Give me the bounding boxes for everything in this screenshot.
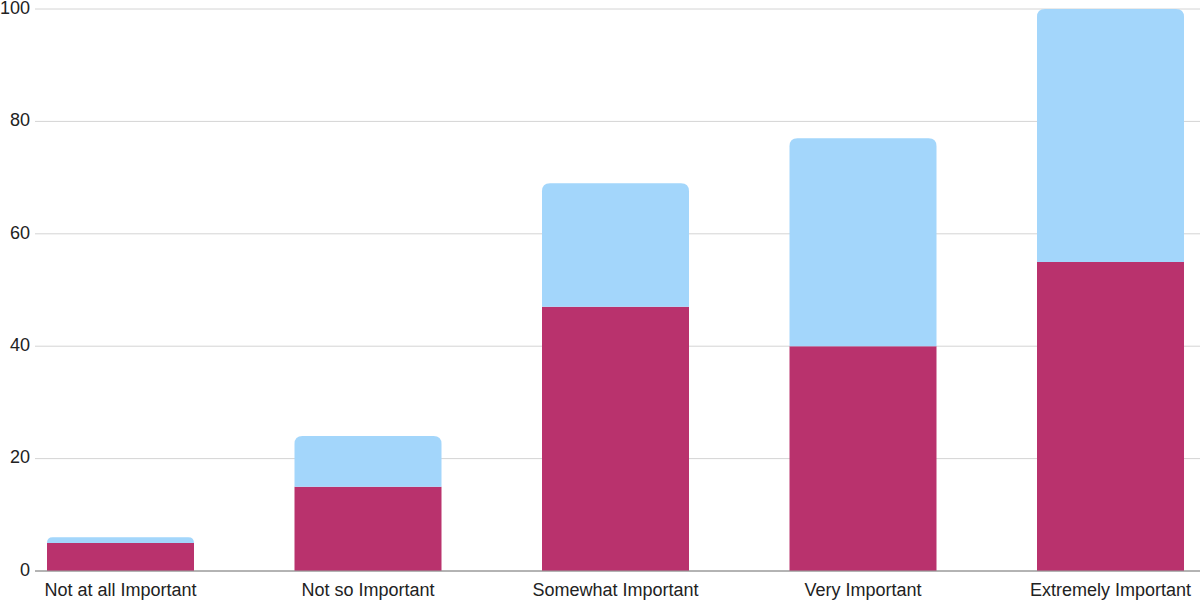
y-tick-label: 0 <box>20 560 30 580</box>
bar-segment <box>542 307 689 571</box>
y-tick-label: 40 <box>10 335 30 355</box>
y-tick-label: 20 <box>10 447 30 467</box>
grid-line <box>35 121 1200 122</box>
bar-segment <box>1037 262 1184 571</box>
bar-segment <box>295 436 442 487</box>
bar-segment <box>790 138 937 346</box>
bars <box>47 9 1184 571</box>
y-tick-label: 100 <box>0 0 30 18</box>
grid <box>35 9 1200 571</box>
x-tick-label: Extremely Important <box>1030 580 1191 600</box>
bar-segment <box>1037 9 1184 262</box>
bar-segment <box>47 537 194 543</box>
y-tick-label: 80 <box>10 110 30 130</box>
chart: 0 20 40 60 80 100 Not at all Important Not so I… <box>0 0 1200 601</box>
x-tick-label: Somewhat Important <box>532 580 698 600</box>
x-tick-label: Very Important <box>804 580 921 600</box>
y-tick-label: 60 <box>10 223 30 243</box>
bar-segment <box>295 487 442 571</box>
grid-line <box>35 9 1200 10</box>
x-tick-label: Not so Important <box>301 580 434 600</box>
bar-segment <box>47 543 194 571</box>
grid-line <box>35 571 1200 572</box>
bar-segment <box>790 346 937 571</box>
bar-segment <box>542 183 689 307</box>
x-axis-line <box>35 571 1200 572</box>
x-tick-label: Not at all Important <box>44 580 196 600</box>
